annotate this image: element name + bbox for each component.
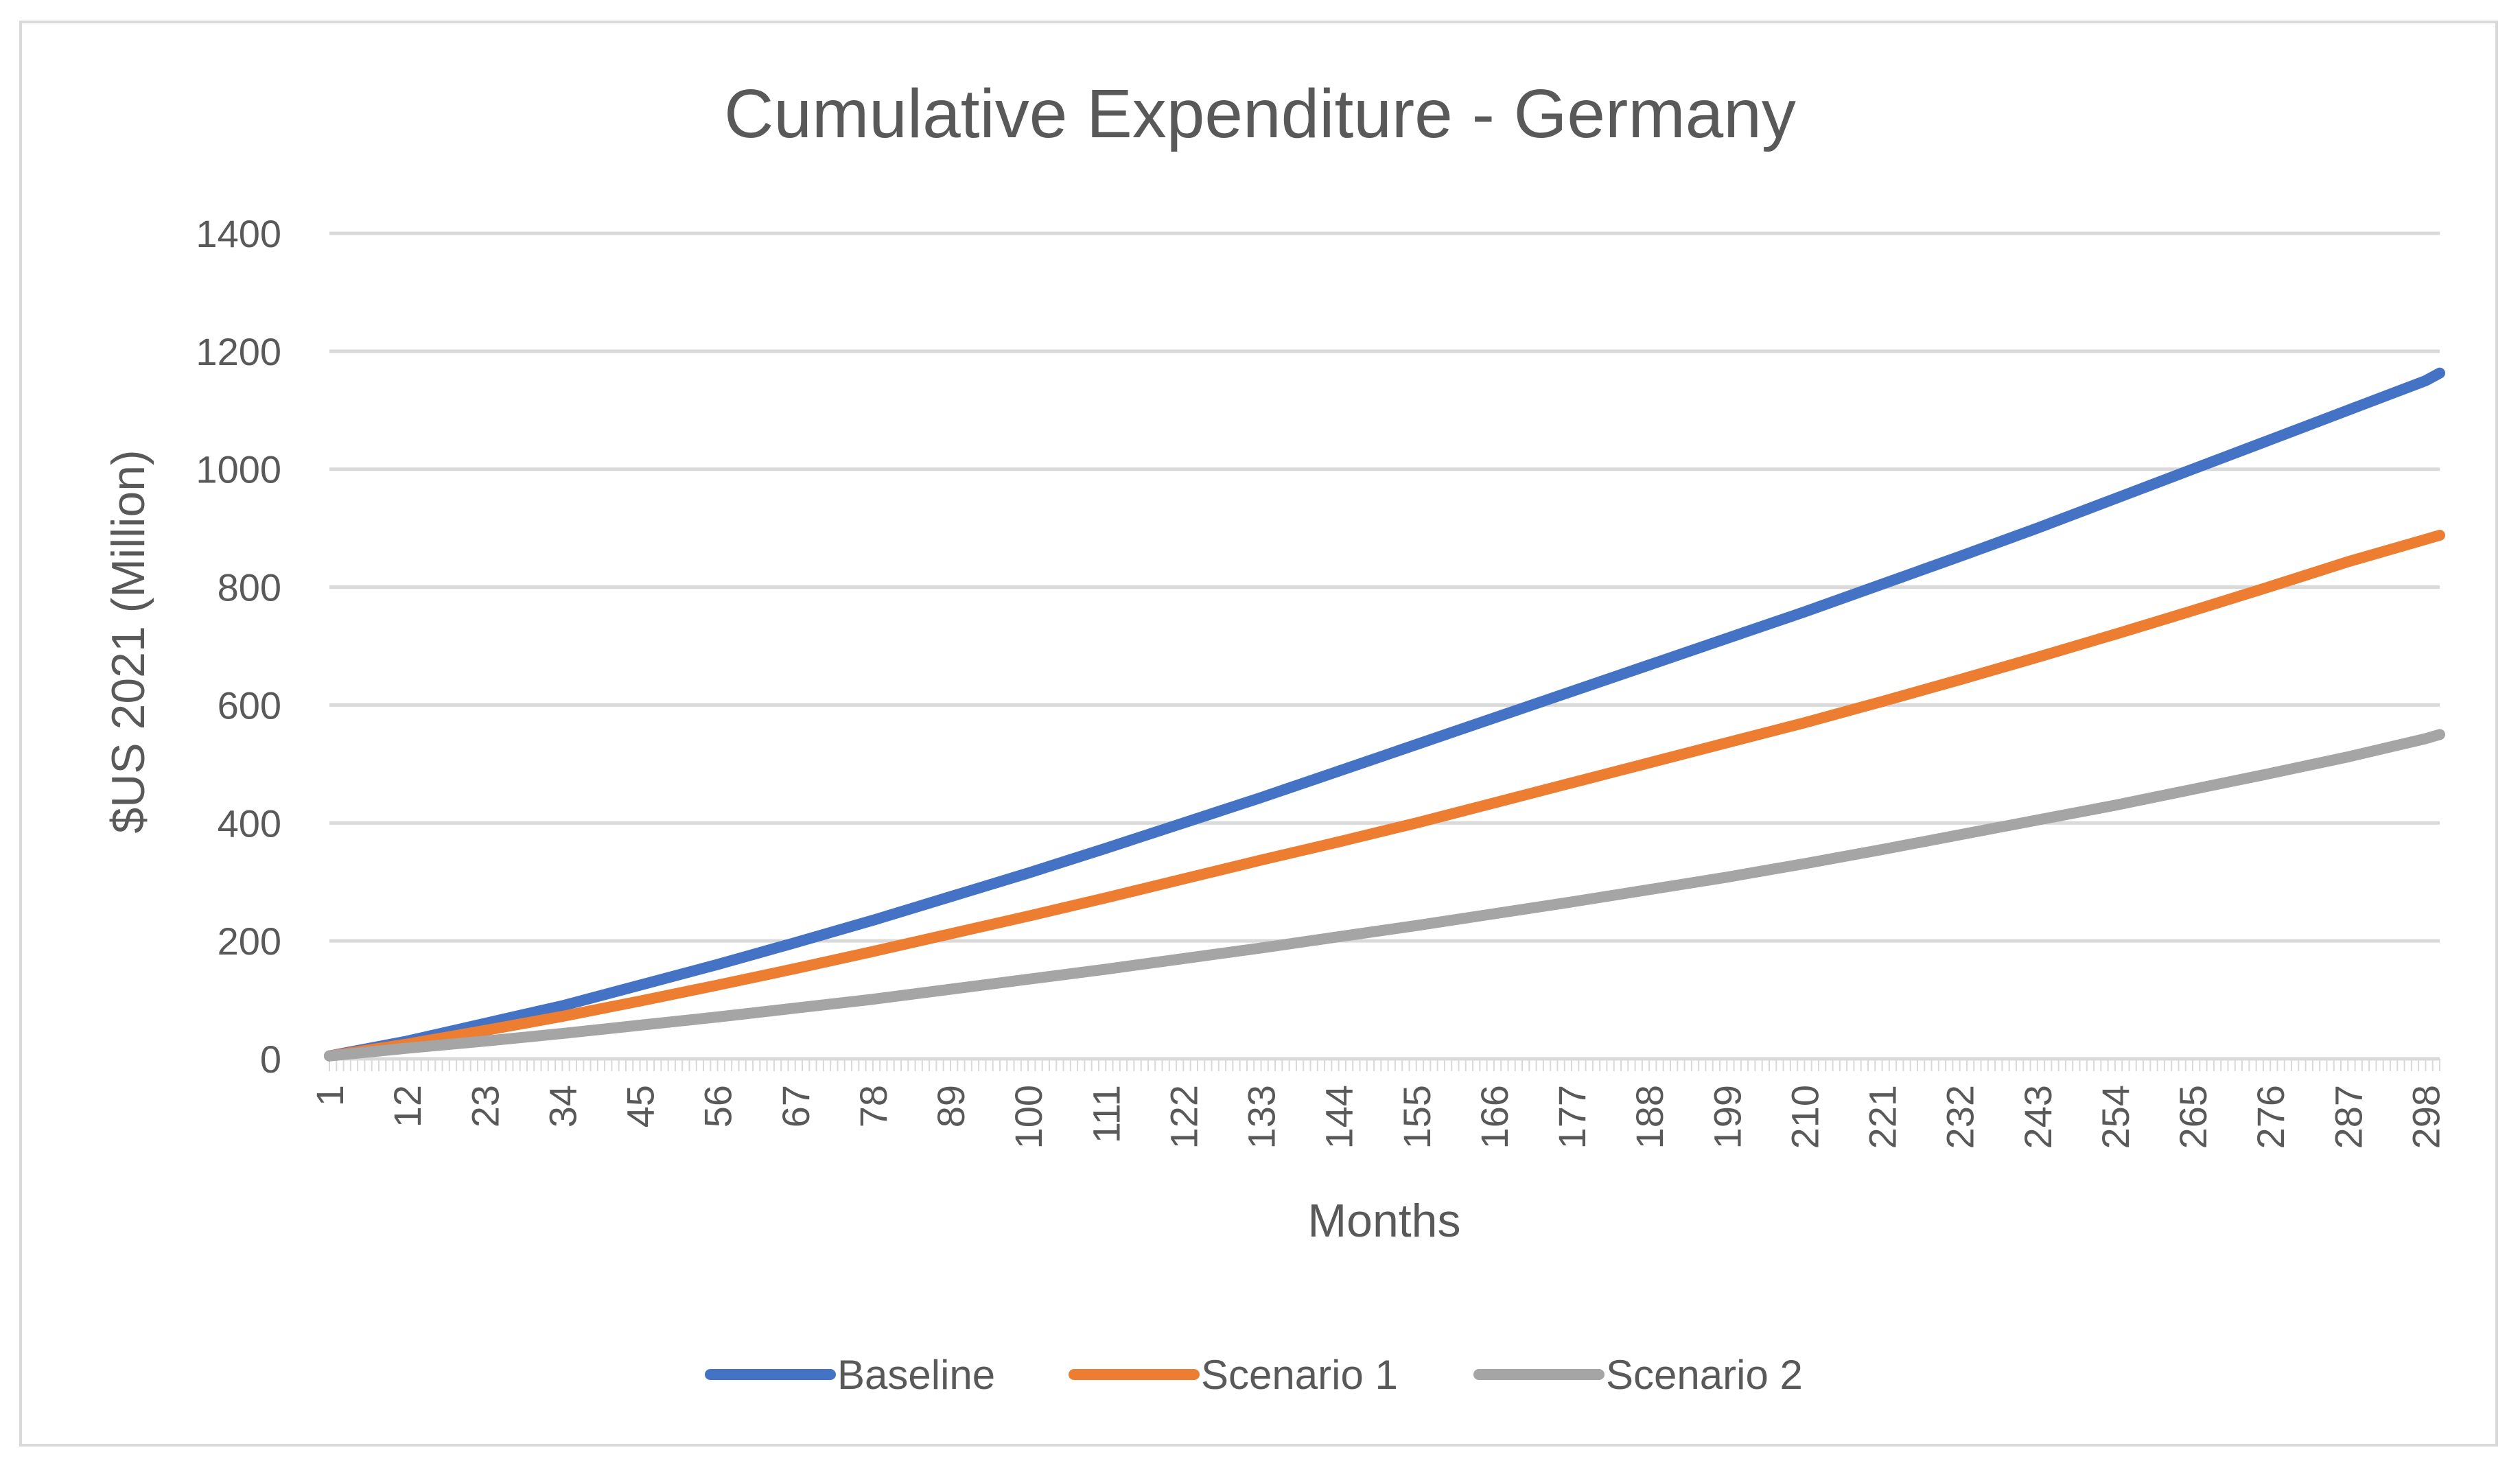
- x-tick-label: 34: [541, 1085, 584, 1127]
- y-axis-title: $US 2021 (Million): [102, 449, 154, 833]
- x-tick-label: 133: [1240, 1085, 1283, 1149]
- y-tick-label: 200: [218, 920, 281, 963]
- x-tick-label: 89: [929, 1085, 972, 1127]
- x-tick-label: 298: [2404, 1085, 2447, 1149]
- y-tick-label: 400: [218, 802, 281, 845]
- x-tick-label: 155: [1395, 1085, 1438, 1149]
- y-tick-label: 1200: [196, 330, 281, 373]
- y-tick-label: 800: [218, 566, 281, 609]
- legend-label: Scenario 2: [1606, 1352, 1803, 1398]
- x-tick-label: 45: [619, 1085, 662, 1127]
- legend: Baseline Scenario 1 Scenario 2: [705, 1352, 1803, 1398]
- x-tick-label: 23: [463, 1085, 506, 1127]
- x-tick-label: 56: [697, 1085, 740, 1127]
- chart-frame: [19, 21, 2498, 1447]
- y-tick-label: 1000: [196, 448, 281, 491]
- x-tick-label: 199: [1705, 1085, 1749, 1149]
- x-tick-label: 210: [1783, 1085, 1826, 1149]
- legend-label: Baseline: [837, 1352, 995, 1398]
- x-tick-label: 265: [2171, 1085, 2215, 1149]
- x-tick-label: 188: [1628, 1085, 1671, 1149]
- x-tick-label: 232: [1939, 1085, 1982, 1149]
- y-tick-label: 1400: [196, 212, 281, 255]
- legend-label: Scenario 1: [1201, 1352, 1398, 1398]
- y-tick-label: 600: [218, 683, 281, 727]
- series-line-scenario-1: [324, 530, 2445, 1062]
- x-tick-label: 100: [1007, 1085, 1050, 1149]
- x-tick-label: 144: [1318, 1085, 1361, 1149]
- x-tick-label: 122: [1162, 1085, 1205, 1149]
- x-tick-label: 221: [1861, 1085, 1904, 1149]
- y-axis: 0 200 400 600 800 1000 1200 1400: [196, 212, 281, 1081]
- x-tick-label: 177: [1550, 1085, 1594, 1149]
- x-tick-label: 243: [2016, 1085, 2060, 1149]
- x-tick-label: 287: [2326, 1085, 2370, 1149]
- series-lines: [324, 367, 2445, 1062]
- x-tick-label: 276: [2249, 1085, 2292, 1149]
- chart-title: Cumulative Expenditure - Germany: [724, 75, 1796, 152]
- x-tick-label: 166: [1473, 1085, 1516, 1149]
- x-axis: 1 12 23 34 45 56 67 78 89 100 111 122 133 144 155 166 17…: [308, 1057, 2447, 1149]
- x-tick-label: 111: [1084, 1085, 1128, 1143]
- x-tick-label: 67: [774, 1085, 817, 1127]
- x-tick-label: 1: [308, 1085, 351, 1106]
- x-tick-label: 12: [386, 1085, 429, 1127]
- x-axis-title: Months: [1308, 1195, 1461, 1247]
- gridlines: [329, 231, 2440, 943]
- series-line-scenario-2: [324, 729, 2445, 1062]
- x-tick-label: 254: [2094, 1085, 2137, 1149]
- y-tick-label: 0: [260, 1038, 281, 1081]
- x-tick-label: 78: [852, 1085, 895, 1127]
- series-line-baseline: [324, 367, 2445, 1062]
